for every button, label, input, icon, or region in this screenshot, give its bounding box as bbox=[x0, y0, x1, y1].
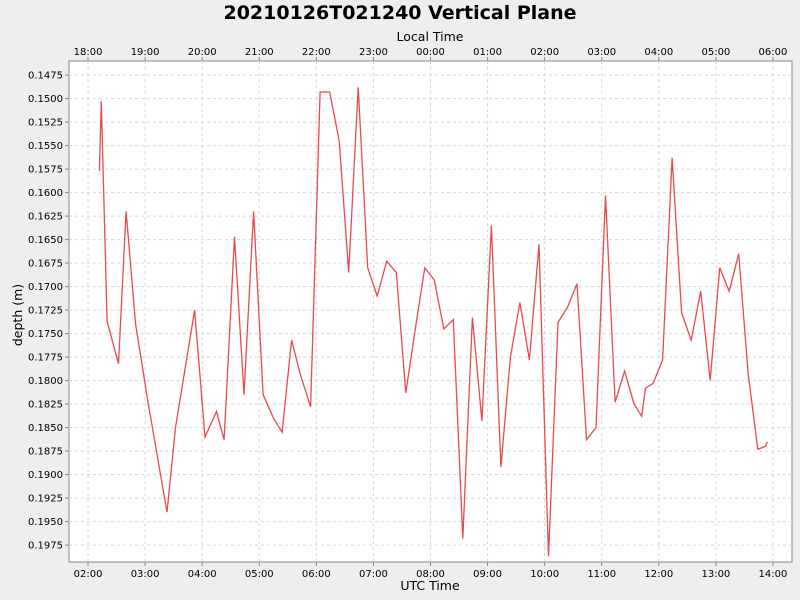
y-tick-label: 0.1975 bbox=[28, 541, 63, 552]
top-axis-label: Local Time bbox=[397, 29, 464, 44]
y-tick-label: 0.1725 bbox=[28, 306, 63, 317]
top-tick-label: 06:00 bbox=[759, 47, 788, 58]
x-tick-label: 13:00 bbox=[701, 569, 730, 580]
y-tick-label: 0.1825 bbox=[28, 400, 63, 411]
chart-title: 20210126T021240 Vertical Plane bbox=[223, 2, 576, 24]
x-tick-label: 09:00 bbox=[473, 569, 502, 580]
y-tick-label: 0.1575 bbox=[28, 165, 63, 176]
top-tick-label: 18:00 bbox=[74, 47, 103, 58]
y-tick-label: 0.1550 bbox=[28, 141, 63, 152]
top-tick-label: 03:00 bbox=[587, 47, 616, 58]
top-tick-label: 23:00 bbox=[359, 47, 388, 58]
top-tick-label: 22:00 bbox=[302, 47, 331, 58]
x-tick-label: 10:00 bbox=[530, 569, 559, 580]
y-tick-label: 0.1475 bbox=[28, 71, 63, 82]
y-tick-label: 0.1700 bbox=[28, 282, 63, 293]
x-axis-label: UTC Time bbox=[400, 578, 460, 593]
top-tick-label: 01:00 bbox=[473, 47, 502, 58]
y-tick-label: 0.1925 bbox=[28, 494, 63, 505]
y-tick-label: 0.1600 bbox=[28, 188, 63, 199]
axis-ticks: 02:00 18:00 03:00 19:00 04:00 20:00 05:00 21:00… bbox=[28, 47, 787, 580]
y-tick-label: 0.1675 bbox=[28, 259, 63, 270]
x-tick-label: 05:00 bbox=[245, 569, 274, 580]
x-tick-label: 08:00 bbox=[416, 569, 445, 580]
series-layer bbox=[98, 87, 768, 557]
plot-area bbox=[68, 60, 793, 563]
y-tick-label: 0.1525 bbox=[28, 118, 63, 129]
x-tick-label: 12:00 bbox=[644, 569, 673, 580]
x-tick-label: 14:00 bbox=[759, 569, 788, 580]
y-tick-label: 0.1500 bbox=[28, 94, 63, 105]
y-axis-label: depth (m) bbox=[10, 284, 25, 346]
gridlines bbox=[69, 61, 792, 562]
top-tick-label: 19:00 bbox=[131, 47, 160, 58]
y-tick-label: 0.1625 bbox=[28, 212, 63, 223]
top-tick-label: 00:00 bbox=[416, 47, 445, 58]
x-tick-label: 07:00 bbox=[359, 569, 388, 580]
x-tick-label: 04:00 bbox=[188, 569, 217, 580]
y-tick-label: 0.1650 bbox=[28, 235, 63, 246]
y-tick-label: 0.1800 bbox=[28, 376, 63, 387]
y-tick-label: 0.1950 bbox=[28, 517, 63, 528]
top-tick-label: 04:00 bbox=[644, 47, 673, 58]
series-line bbox=[98, 87, 768, 557]
top-tick-label: 02:00 bbox=[530, 47, 559, 58]
y-tick-label: 0.1900 bbox=[28, 470, 63, 481]
y-tick-label: 0.1875 bbox=[28, 447, 63, 458]
y-tick-label: 0.1850 bbox=[28, 423, 63, 434]
x-tick-label: 06:00 bbox=[302, 569, 331, 580]
x-tick-label: 11:00 bbox=[587, 569, 616, 580]
top-tick-label: 21:00 bbox=[245, 47, 274, 58]
top-tick-label: 20:00 bbox=[188, 47, 217, 58]
y-tick-label: 0.1750 bbox=[28, 329, 63, 340]
x-tick-label: 02:00 bbox=[74, 569, 103, 580]
top-tick-label: 05:00 bbox=[701, 47, 730, 58]
y-tick-label: 0.1775 bbox=[28, 353, 63, 364]
x-tick-label: 03:00 bbox=[131, 569, 160, 580]
